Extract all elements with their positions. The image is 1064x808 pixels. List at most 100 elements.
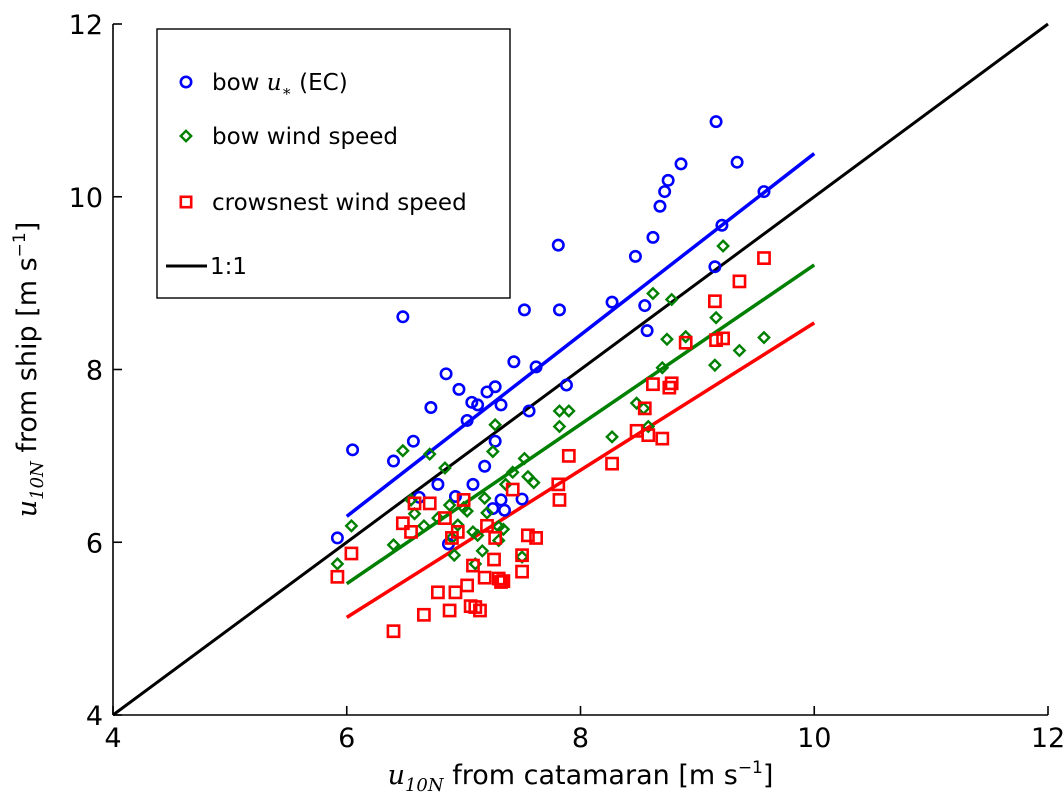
data-point-diamond <box>716 239 730 253</box>
y-tick-label: 8 <box>86 356 103 387</box>
data-point-square <box>552 493 567 507</box>
data-point-circle <box>559 378 573 392</box>
data-point-circle <box>658 185 672 199</box>
data-point-diamond <box>442 498 457 513</box>
data-point-circle <box>406 434 420 448</box>
legend-box <box>156 28 511 299</box>
legend-label-1-1: 1:1 <box>210 254 247 280</box>
data-point-diamond <box>344 518 359 533</box>
data-point-circle <box>709 115 723 129</box>
data-point-diamond <box>422 447 437 462</box>
data-point-circle <box>552 303 566 317</box>
data-point-square <box>605 456 619 471</box>
data-point-circle <box>708 260 722 274</box>
data-point-diamond <box>386 537 401 552</box>
data-point-circle <box>715 218 729 232</box>
data-point-diamond <box>552 419 567 434</box>
fit-line-square <box>345 321 816 619</box>
data-point-diamond <box>629 396 644 411</box>
data-point-diamond <box>757 330 771 345</box>
data-point-diamond <box>460 504 475 519</box>
data-point-diamond <box>480 505 494 520</box>
data-point-square <box>515 548 529 563</box>
data-point-diamond <box>475 543 490 558</box>
data-point-square <box>330 569 345 584</box>
y-axis-label: u10N from ship [m s−1] <box>10 222 48 518</box>
data-point-square <box>732 274 747 289</box>
data-point-square <box>496 574 511 589</box>
data-point-square <box>709 333 723 348</box>
legend: bow u∗ (EC) bow wind speed crowsnest wind … <box>156 28 511 299</box>
data-point-diamond <box>655 360 670 375</box>
data-point-square <box>488 531 503 545</box>
data-point-circle <box>498 503 512 517</box>
data-point-square <box>757 251 771 265</box>
data-point-square <box>641 428 656 443</box>
data-point-diamond <box>552 404 567 418</box>
data-point-circle <box>424 401 438 415</box>
data-point-square <box>460 578 475 593</box>
y-tick-label: 6 <box>86 528 103 559</box>
y-tick-label: 10 <box>69 183 103 214</box>
legend-label-diamond: bow wind speed <box>212 124 398 150</box>
data-point-diamond <box>450 518 465 532</box>
data-point-circle <box>494 493 508 507</box>
data-point-square <box>431 585 445 600</box>
x-axis-label: u10N from catamaran [m s−1] <box>388 758 774 796</box>
y-tick-label: 12 <box>69 10 103 41</box>
data-point-circle <box>460 413 474 427</box>
data-point-circle <box>515 492 529 506</box>
data-point-square <box>480 518 494 533</box>
data-point-circle <box>551 238 565 252</box>
data-point-diamond <box>416 518 431 533</box>
data-point-circle <box>507 355 521 369</box>
data-point-square <box>551 477 566 492</box>
data-point-square <box>404 524 418 539</box>
data-point-diamond <box>646 286 660 301</box>
data-point-square <box>477 570 492 585</box>
data-point-circle <box>730 155 744 169</box>
x-tick-label: 12 <box>1031 723 1064 754</box>
data-point-circle <box>628 249 642 263</box>
data-point-circle <box>757 185 771 199</box>
data-point-square <box>416 607 431 622</box>
data-point-diamond <box>641 419 656 434</box>
data-point-circle <box>488 380 502 394</box>
data-point-square <box>561 448 576 463</box>
data-point-diamond <box>491 533 506 548</box>
data-point-diamond <box>605 429 619 444</box>
data-point-circle <box>640 324 654 338</box>
data-point-circle <box>494 398 508 412</box>
data-point-square <box>456 493 471 507</box>
data-point-diamond <box>517 451 532 466</box>
axes-layer: 4 6 8 10 12 4 6 8 10 12 <box>69 10 1064 754</box>
data-point-circle <box>605 295 619 309</box>
data-point-diamond <box>526 475 541 490</box>
data-point-square <box>386 624 401 639</box>
data-point-square <box>466 558 480 573</box>
data-point-circle <box>653 199 667 213</box>
data-point-square <box>678 335 693 350</box>
legend-label-square: crowsnest wind speed <box>212 190 467 216</box>
data-point-circle <box>346 443 360 457</box>
data-point-diamond <box>407 506 422 521</box>
data-point-square <box>395 516 410 531</box>
reference-line-1-1 <box>112 22 1049 717</box>
data-point-diamond <box>477 491 492 506</box>
data-point-diamond <box>664 292 679 307</box>
data-point-square <box>448 585 463 600</box>
data-point-circle <box>439 367 453 381</box>
data-point-circle <box>488 434 502 448</box>
data-point-circle <box>386 454 400 468</box>
data-point-square <box>505 482 520 497</box>
data-point-square <box>438 511 452 525</box>
data-point-square <box>655 431 670 446</box>
data-point-circle <box>448 489 462 503</box>
data-point-diamond <box>505 465 520 480</box>
data-point-diamond <box>488 417 503 432</box>
data-point-diamond <box>431 511 445 525</box>
data-point-circle <box>522 404 536 418</box>
y-tick-label: 4 <box>86 701 103 732</box>
data-point-diamond <box>708 358 722 373</box>
